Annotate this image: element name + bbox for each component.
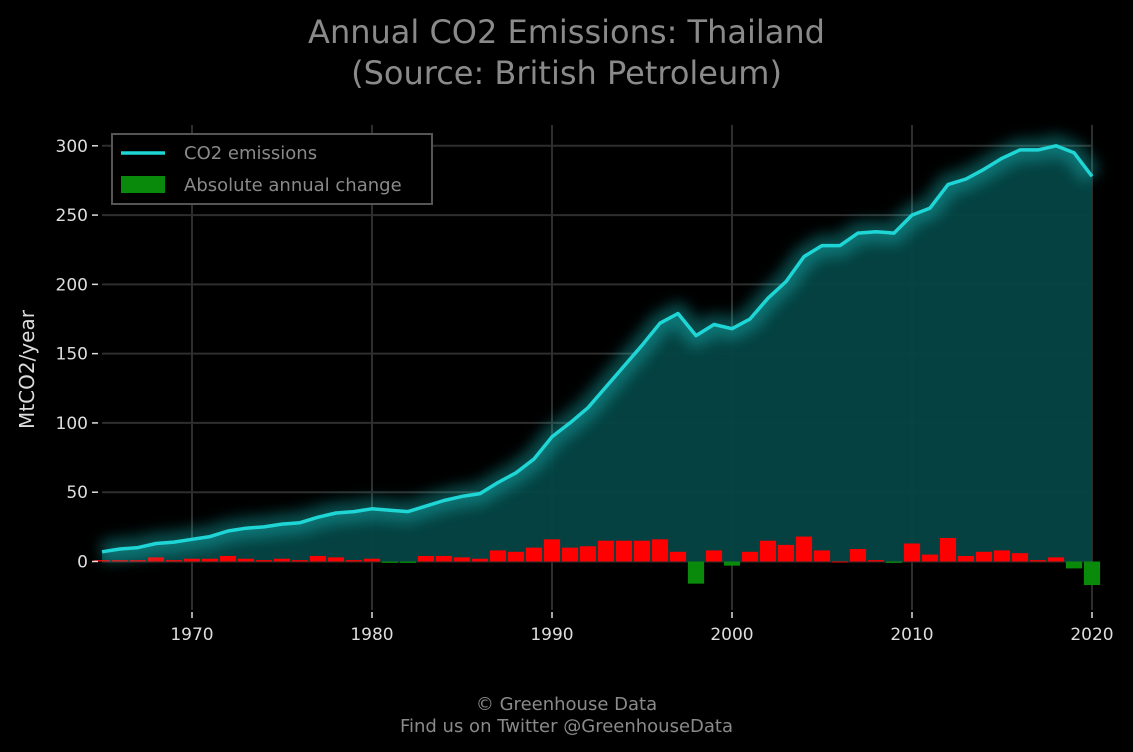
- x-tick-label-1990: 1990: [530, 625, 573, 645]
- change-bar-2000: [723, 561, 741, 566]
- change-bar-1999: [705, 550, 723, 562]
- x-tick-label-2020: 2020: [1070, 625, 1113, 645]
- change-bar-1979: [345, 560, 363, 562]
- change-bar-1973: [237, 558, 255, 562]
- legend: CO2 emissions Absolute annual change: [111, 133, 433, 205]
- legend-label-change: Absolute annual change: [184, 175, 402, 196]
- change-bar-1992: [579, 546, 597, 562]
- change-bar-1986: [471, 558, 489, 562]
- y-axis-label: MtCO2/year: [15, 309, 39, 429]
- change-bar-2020: [1083, 561, 1101, 586]
- y-tick-label-200: 200: [56, 275, 88, 295]
- line-layer: [100, 134, 1101, 563]
- change-bar-2017: [1029, 560, 1047, 562]
- change-bar-1974: [255, 560, 273, 562]
- change-bar-1968: [147, 557, 165, 562]
- change-bar-2007: [849, 549, 867, 562]
- emissions-line: [101, 144, 1094, 554]
- change-bar-1983: [417, 555, 435, 562]
- change-bar-2008: [867, 560, 885, 562]
- y-tick-label-50: 50: [66, 483, 88, 503]
- change-bar-1985: [453, 557, 471, 562]
- change-bar-1965: [93, 560, 111, 562]
- x-tick-label-1980: 1980: [350, 625, 393, 645]
- axis-layer: 1970 1980 1990 2000 2010 2020 0 50 100 150 200 250 3…: [15, 137, 1114, 645]
- change-bar-1980: [363, 558, 381, 562]
- change-bar-2019: [1065, 561, 1083, 569]
- change-bar-2004: [795, 536, 813, 562]
- y-tick-label-100: 100: [56, 414, 88, 434]
- change-bar-2002: [759, 540, 777, 562]
- x-tick-label-2010: 2010: [890, 625, 933, 645]
- x-tick-label-1970: 1970: [170, 625, 213, 645]
- change-bar-1970: [183, 558, 201, 562]
- change-bar-1976: [291, 560, 309, 562]
- change-bar-1998: [687, 561, 705, 584]
- change-bar-2015: [993, 550, 1011, 562]
- change-bar-1990: [543, 539, 561, 562]
- chart-title-line2: (Source: British Petroleum): [351, 54, 782, 92]
- change-bar-1993: [597, 540, 615, 562]
- bar-layer: [93, 536, 1101, 586]
- change-bar-1977: [309, 555, 327, 562]
- y-tick-label-0: 0: [77, 553, 88, 573]
- change-bar-1995: [633, 540, 651, 562]
- change-bar-1969: [165, 560, 183, 562]
- change-bar-2005: [813, 550, 831, 562]
- change-bar-1989: [525, 547, 543, 562]
- change-bar-2016: [1011, 553, 1029, 562]
- change-bar-1988: [507, 551, 525, 562]
- change-bar-2018: [1047, 557, 1065, 562]
- legend-label-emissions: CO2 emissions: [184, 143, 317, 164]
- change-bar-2003: [777, 544, 795, 562]
- change-bar-2012: [939, 537, 957, 562]
- change-bar-2014: [975, 551, 993, 562]
- change-bar-1984: [435, 555, 453, 562]
- legend-box: [111, 133, 433, 205]
- change-bar-1966: [111, 560, 129, 562]
- footer-twitter: Find us on Twitter @GreenhouseData: [399, 716, 734, 737]
- legend-bar-swatch: [121, 176, 165, 193]
- change-bar-1996: [651, 539, 669, 562]
- footer-credit: © Greenhouse Data: [475, 694, 658, 715]
- x-tick-label-2000: 2000: [710, 625, 753, 645]
- change-bar-1972: [219, 555, 237, 562]
- change-bar-1997: [669, 551, 687, 562]
- change-bar-1991: [561, 547, 579, 562]
- y-tick-label-150: 150: [56, 345, 88, 365]
- change-bar-2001: [741, 551, 759, 562]
- chart-title-line1: Annual CO2 Emissions: Thailand: [308, 13, 825, 51]
- change-bar-1982: [399, 561, 417, 563]
- change-bar-1971: [201, 558, 219, 562]
- change-bar-2013: [957, 555, 975, 562]
- change-bar-1975: [273, 558, 291, 562]
- change-bar-1994: [615, 540, 633, 562]
- change-bar-1981: [381, 561, 399, 563]
- y-tick-label-250: 250: [56, 206, 88, 226]
- change-bar-1987: [489, 550, 507, 562]
- change-bar-2006: [831, 561, 849, 563]
- change-bar-2010: [903, 543, 921, 562]
- y-tick-label-300: 300: [56, 137, 88, 157]
- change-bar-2009: [885, 561, 903, 563]
- change-bar-1978: [327, 557, 345, 562]
- change-bar-2011: [921, 554, 939, 562]
- change-bar-1967: [129, 560, 147, 562]
